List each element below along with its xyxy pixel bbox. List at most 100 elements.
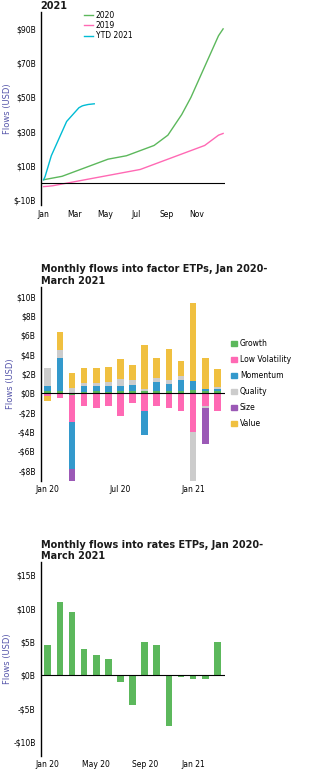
Bar	[178, 362, 184, 376]
Bar	[214, 392, 221, 393]
YTD 2021	[45, 167, 49, 176]
Line: 2019: 2019	[44, 133, 223, 186]
2020	[51, 173, 55, 182]
2020	[42, 175, 46, 185]
Bar	[202, 408, 209, 444]
YTD 2021	[76, 105, 79, 114]
Bar	[141, 411, 148, 435]
2019	[161, 156, 165, 165]
Bar	[117, 676, 124, 682]
2019	[51, 181, 55, 190]
Text: Monthly flows into rates ETPs, Jan 2020-
March 2021: Monthly flows into rates ETPs, Jan 2020-…	[41, 539, 263, 561]
Bar	[45, 392, 51, 393]
2020	[124, 151, 128, 161]
Bar	[166, 380, 172, 384]
2019	[65, 179, 69, 188]
Bar	[93, 392, 100, 393]
Bar	[166, 348, 172, 380]
Bar	[141, 388, 148, 392]
2019	[194, 144, 197, 153]
Legend: 2020, 2019, YTD 2021: 2020, 2019, YTD 2021	[81, 8, 135, 43]
Bar	[45, 645, 51, 676]
Bar	[202, 388, 209, 392]
2020	[111, 153, 115, 163]
YTD 2021	[65, 117, 69, 126]
YTD 2021	[62, 124, 66, 133]
Bar	[129, 676, 136, 705]
2020	[120, 152, 124, 161]
2019	[207, 137, 211, 146]
Y-axis label: Flows (USD): Flows (USD)	[6, 359, 15, 409]
2019	[139, 164, 142, 174]
2019	[124, 168, 128, 177]
2019	[184, 148, 188, 157]
YTD 2021	[86, 99, 90, 109]
YTD 2021	[54, 141, 58, 150]
Bar	[166, 384, 172, 392]
2019	[143, 163, 147, 172]
Bar	[166, 393, 172, 408]
2020	[102, 156, 105, 165]
YTD 2021	[49, 151, 53, 161]
Bar	[117, 385, 124, 392]
2020	[194, 82, 197, 92]
2019	[221, 128, 225, 138]
YTD 2021	[42, 175, 46, 185]
2020	[139, 146, 142, 155]
2019	[148, 161, 151, 171]
Bar	[202, 406, 209, 408]
Bar	[81, 385, 87, 392]
2019	[198, 143, 202, 152]
2020	[184, 101, 188, 110]
Bar	[190, 391, 197, 393]
2019	[115, 169, 119, 179]
YTD 2021	[66, 115, 70, 124]
2019	[106, 171, 110, 180]
2020	[161, 134, 165, 143]
2019	[134, 166, 138, 175]
Bar	[154, 392, 160, 393]
Bar	[93, 385, 100, 392]
2019	[171, 153, 174, 162]
Bar	[45, 385, 51, 392]
Bar	[56, 602, 63, 676]
2020	[74, 167, 78, 176]
Bar	[93, 655, 100, 676]
YTD 2021	[80, 101, 84, 110]
Text: Cumulative flows into sustainable ETPs, 2019-
2021: Cumulative flows into sustainable ETPs, …	[41, 0, 295, 11]
Bar	[166, 676, 172, 726]
Bar	[214, 387, 221, 388]
YTD 2021	[68, 114, 71, 123]
YTD 2021	[71, 110, 75, 119]
Bar	[81, 649, 87, 676]
Bar	[105, 385, 112, 392]
YTD 2021	[89, 99, 93, 109]
YTD 2021	[83, 100, 87, 110]
2020	[148, 143, 151, 152]
Bar	[69, 612, 76, 676]
2019	[74, 177, 78, 186]
Bar	[202, 392, 209, 393]
YTD 2021	[46, 161, 50, 171]
2019	[152, 160, 156, 169]
Bar	[202, 393, 209, 406]
Y-axis label: Flows (USD): Flows (USD)	[3, 83, 12, 134]
Bar	[105, 382, 112, 385]
Bar	[214, 388, 221, 392]
2020	[88, 161, 91, 171]
Bar	[141, 345, 148, 388]
YTD 2021	[51, 148, 55, 157]
2019	[217, 131, 220, 140]
Bar	[129, 380, 136, 384]
2019	[42, 182, 46, 191]
Bar	[93, 393, 100, 408]
Bar	[45, 393, 51, 396]
2020	[143, 144, 147, 153]
Bar	[93, 383, 100, 385]
2020	[46, 174, 50, 183]
Bar	[178, 392, 184, 393]
Bar	[45, 396, 51, 401]
Bar	[154, 382, 160, 392]
Bar	[190, 393, 197, 432]
Bar	[141, 642, 148, 676]
